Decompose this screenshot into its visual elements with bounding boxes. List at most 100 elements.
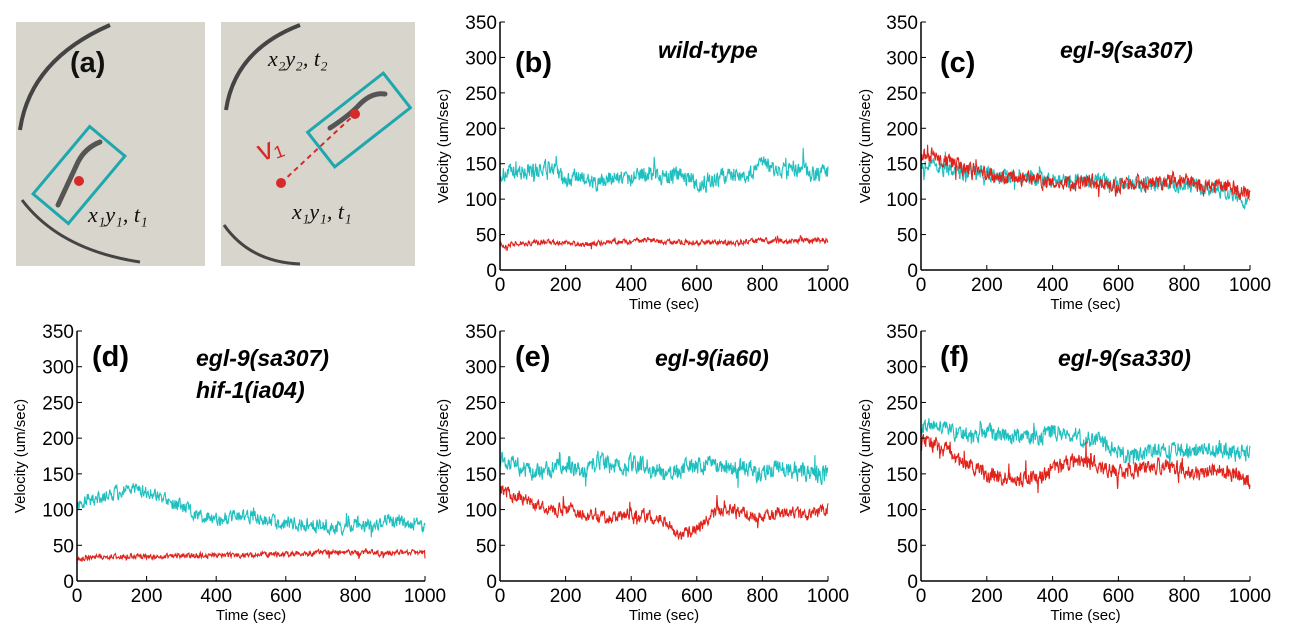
panel-title: egl-9(sa330): [1058, 345, 1191, 371]
chart-f: 0 50 100 150 200 250 300 350 0 200 400 600 800 1000 Ti…: [857, 322, 1271, 624]
y-tick-label: 200: [465, 429, 497, 450]
x-tick-label: 400: [615, 275, 647, 296]
photo-divider: [205, 22, 221, 266]
y-tick-label: 50: [897, 226, 918, 247]
panel-a-letter: (a): [70, 47, 105, 79]
y-axis-label: Velocity (um/sec): [857, 399, 874, 513]
y-tick-label: 150: [886, 155, 918, 176]
y-tick-label: 150: [886, 465, 918, 486]
y-axis-label: Velocity (um/sec): [857, 89, 874, 203]
series-line-cyan: [76, 483, 426, 538]
plate-edge-left: [18, 23, 111, 131]
chart-b: 0 50 100 150 200 250 300 350 0 200 400 600 800 1000 Ti…: [435, 13, 849, 313]
y-tick-label: 250: [465, 84, 497, 105]
y-tick-label: 50: [476, 226, 497, 247]
y-tick-label: 300: [886, 48, 918, 69]
y-tick-label: 0: [907, 572, 918, 593]
y-tick-label: 150: [465, 155, 497, 176]
panel-title: egl-9(ia60): [655, 345, 769, 371]
series-line-red: [76, 548, 426, 562]
y-axis-label: Velocity (um/sec): [435, 89, 452, 203]
tracking-box-right: [305, 71, 413, 169]
x-tick-label: 1000: [1229, 275, 1271, 296]
x-tick-label: 200: [550, 586, 582, 607]
plate-edge-left-bottom: [20, 199, 141, 264]
x-tick-label: 0: [916, 275, 927, 296]
x-tick-label: 600: [681, 586, 713, 607]
panel-letter: (b): [515, 47, 552, 79]
x-tick-label: 200: [971, 586, 1003, 607]
panel-title: egl-9(sa307): [1060, 37, 1193, 63]
x-tick-label: 200: [971, 275, 1003, 296]
x-tick-label: 800: [747, 586, 779, 607]
y-tick-label: 300: [465, 358, 497, 379]
chart-d: 0 50 100 150 200 250 300 350 0 200 400 600 800 1000 Ti…: [12, 322, 446, 624]
plate-edge-right: [224, 23, 301, 111]
y-tick-label: 300: [465, 48, 497, 69]
x-axis-label: Time (sec): [1050, 296, 1120, 313]
y-tick-label: 250: [465, 393, 497, 414]
worm-left: [55, 139, 103, 208]
panel-title: hif-1(ia04): [196, 377, 305, 403]
y-tick-label: 0: [63, 572, 74, 593]
right-bottom-position-label: x₁y₁, t₁: [291, 199, 352, 224]
panel-title: egl-9(sa307): [196, 345, 329, 371]
series-line-red: [920, 433, 1251, 494]
x-tick-label: 200: [550, 275, 582, 296]
x-tick-label: 400: [615, 586, 647, 607]
right-top-position-label: x₂y₂, t₂: [267, 46, 328, 71]
x-tick-label: 400: [1037, 586, 1069, 607]
series-line-red: [499, 485, 829, 541]
y-tick-label: 250: [42, 393, 74, 414]
x-tick-label: 0: [495, 275, 506, 296]
y-tick-label: 0: [486, 572, 497, 593]
panel-a-photo: (a) x₁y₁, t₁ x₂y₂, t₂ x₁y₁, t₁ v₁: [16, 22, 415, 266]
y-tick-label: 350: [465, 322, 497, 343]
y-tick-label: 350: [465, 13, 497, 34]
x-tick-label: 1000: [807, 586, 849, 607]
displacement-line: [280, 113, 356, 184]
y-axis-label: Velocity (um/sec): [435, 399, 452, 513]
x-tick-label: 1000: [807, 275, 849, 296]
series-line-cyan: [499, 450, 829, 488]
x-tick-label: 0: [495, 586, 506, 607]
x-tick-label: 800: [340, 586, 372, 607]
x-tick-label: 0: [916, 586, 927, 607]
x-tick-label: 800: [747, 275, 779, 296]
x-tick-label: 1000: [404, 586, 446, 607]
x-tick-label: 800: [1168, 275, 1200, 296]
worm-right: [327, 91, 388, 131]
y-tick-label: 150: [465, 465, 497, 486]
y-tick-label: 0: [486, 261, 497, 282]
y-tick-label: 50: [476, 536, 497, 557]
y-tick-label: 0: [907, 261, 918, 282]
panel-letter: (c): [940, 47, 975, 79]
x-tick-label: 0: [72, 586, 83, 607]
series-line-red: [499, 235, 829, 252]
x-axis-label: Time (sec): [1050, 607, 1120, 624]
y-tick-label: 50: [53, 536, 74, 557]
y-tick-label: 150: [42, 465, 74, 486]
x-tick-label: 600: [1103, 586, 1135, 607]
chart-e: 0 50 100 150 200 250 300 350 0 200 400 600 800 1000 Ti…: [435, 322, 849, 624]
left-position-label: x₁y₁, t₁: [87, 202, 148, 227]
x-tick-label: 600: [681, 275, 713, 296]
x-tick-label: 200: [131, 586, 163, 607]
y-tick-label: 200: [886, 429, 918, 450]
panel-letter: (f): [940, 341, 969, 373]
x-axis-label: Time (sec): [629, 607, 699, 624]
y-tick-label: 300: [42, 358, 74, 379]
y-tick-label: 250: [886, 84, 918, 105]
y-tick-label: 200: [886, 119, 918, 140]
y-tick-label: 50: [897, 536, 918, 557]
y-tick-label: 200: [42, 429, 74, 450]
centroid-left: [74, 176, 84, 186]
y-tick-label: 100: [42, 501, 74, 522]
plate-edge-right-bottom: [222, 224, 301, 266]
chart-c: 0 50 100 150 200 250 300 350 0 200 400 600 800 1000 Ti…: [857, 13, 1271, 313]
y-tick-label: 200: [465, 119, 497, 140]
x-tick-label: 1000: [1229, 586, 1271, 607]
y-tick-label: 100: [886, 190, 918, 211]
panel-title: wild-type: [658, 37, 758, 63]
